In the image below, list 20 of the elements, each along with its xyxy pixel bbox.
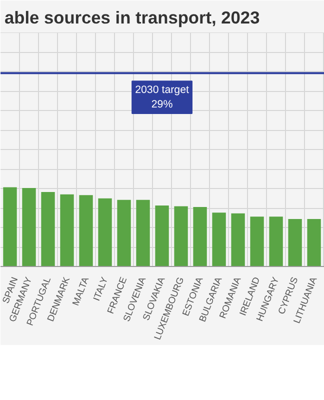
bar: [193, 207, 207, 266]
bar: [231, 213, 245, 266]
bar: [288, 218, 302, 266]
chart-title: able sources in transport, 2023: [4, 8, 260, 28]
bar: [307, 218, 321, 266]
bar: [250, 216, 264, 266]
bar: [269, 216, 283, 266]
bar: [22, 188, 36, 266]
bar: [174, 206, 188, 266]
bar: [60, 194, 74, 266]
x-tick-label: ITALY: [91, 274, 110, 302]
bar: [155, 205, 169, 266]
bar: [3, 187, 17, 266]
ref-line-label: 2030 target 29%: [135, 84, 190, 111]
bar: [212, 212, 226, 266]
bar: [117, 200, 131, 266]
bar: [98, 198, 112, 266]
bar: [41, 192, 55, 266]
bar: [136, 200, 150, 266]
bar: [79, 195, 93, 266]
